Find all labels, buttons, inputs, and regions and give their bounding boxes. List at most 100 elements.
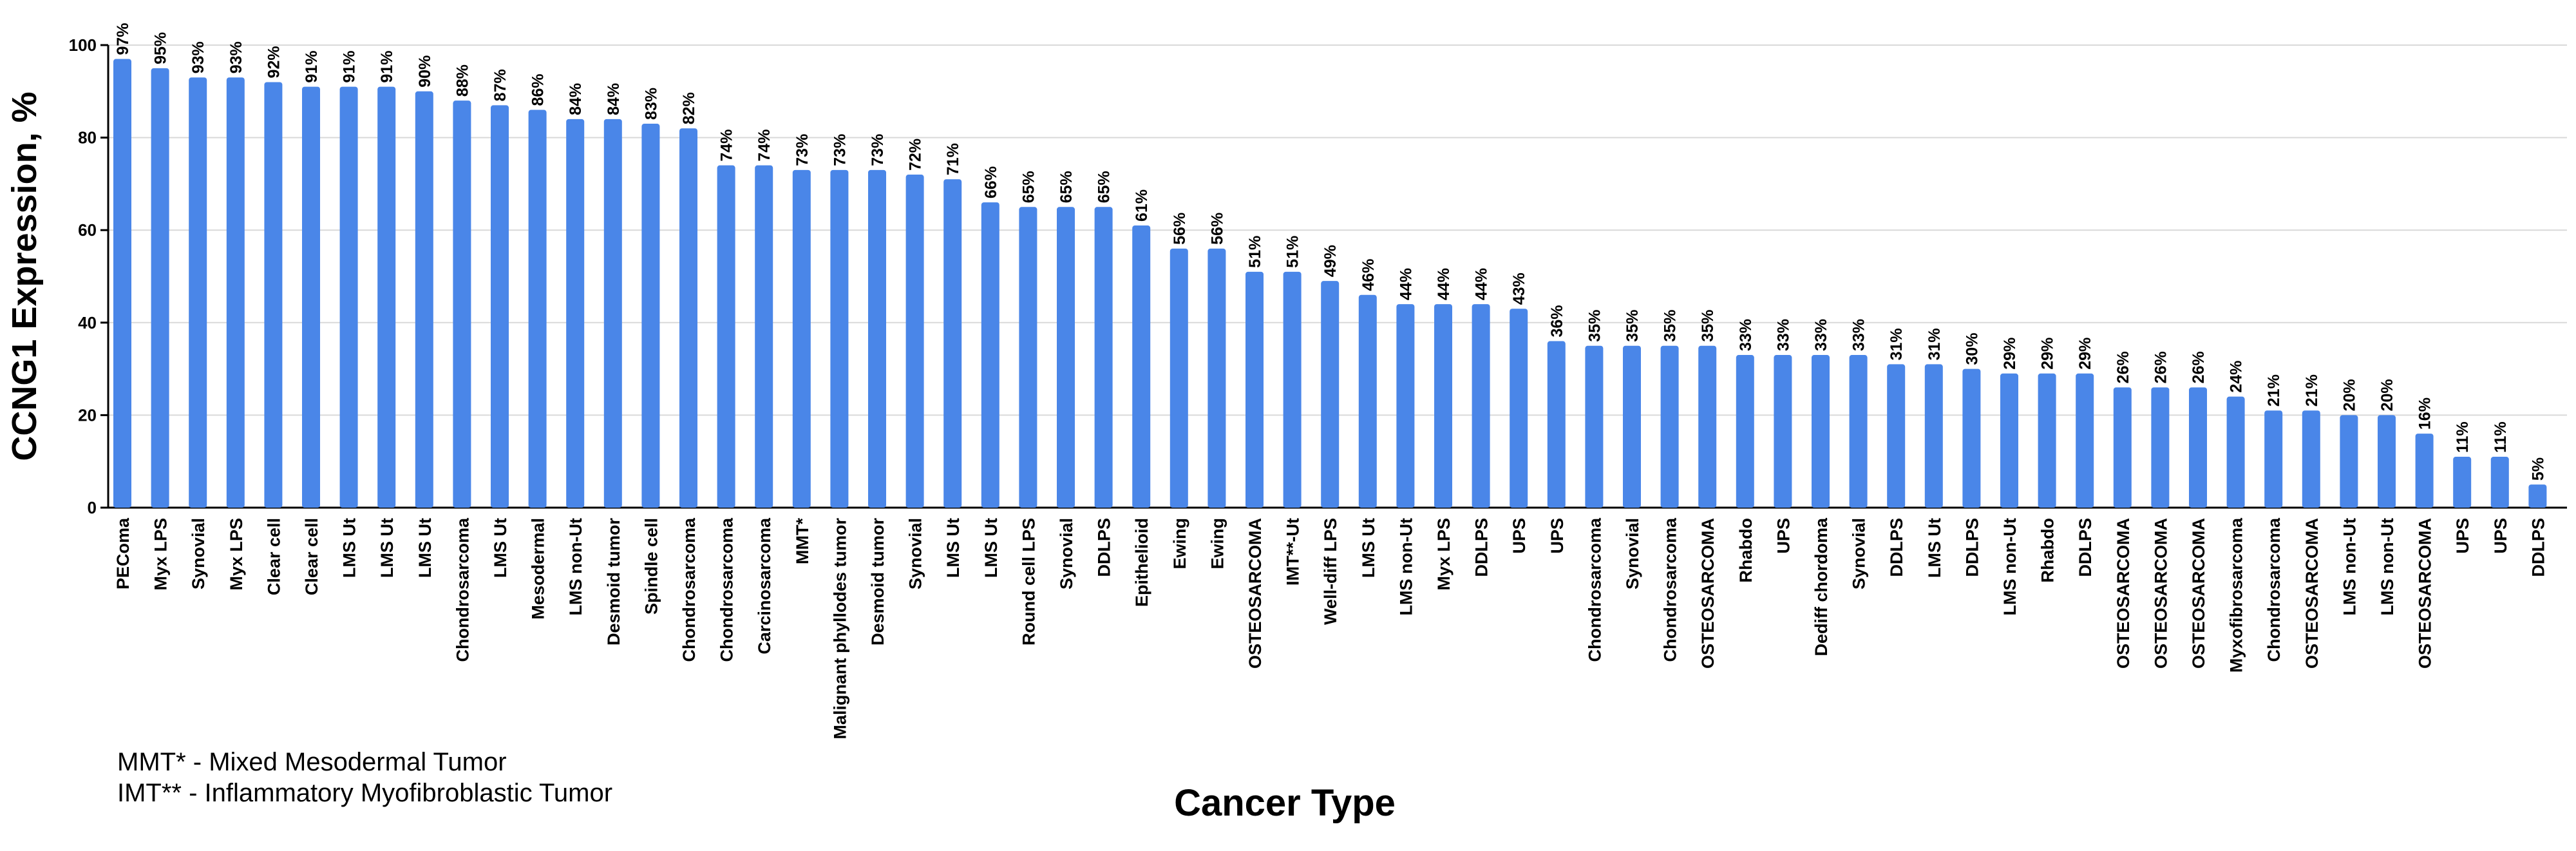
bar (2302, 410, 2320, 508)
data-label: 33% (1812, 319, 1830, 351)
data-label: 83% (642, 88, 660, 120)
bar (679, 128, 697, 508)
x-tick-label: Clear cell (264, 518, 283, 595)
data-label: 90% (416, 55, 434, 88)
bar (1887, 364, 1906, 508)
x-tick-label: Rhabdo (1736, 518, 1756, 583)
data-label: 86% (529, 73, 547, 106)
data-label: 44% (1397, 268, 1415, 300)
bar (377, 86, 396, 508)
x-tick-label: UPS (2491, 518, 2510, 554)
data-label: 73% (793, 134, 811, 166)
x-tick-label: Desmoid tumor (868, 518, 887, 646)
x-tick-label: DDLPS (2528, 518, 2548, 577)
data-labels: 97% 95% 93% 93% 92% 91% 91% 91% 90% 88% 87% 86% 84% 8… (114, 23, 2547, 481)
x-tick-label: OSTEOSARCOMA (2151, 518, 2170, 669)
data-label: 11% (2454, 421, 2472, 453)
bar (2076, 373, 2094, 508)
bar (2113, 387, 2132, 508)
x-tick-label: Desmoid tumor (604, 518, 623, 646)
data-label: 33% (1774, 319, 1792, 351)
x-tick-label: UPS (1774, 518, 1793, 554)
bar (1812, 355, 1830, 508)
y-tick-label: 100 (69, 35, 97, 55)
bar (1547, 341, 1566, 508)
x-tick-label: Chondrosarcoma (679, 517, 699, 662)
data-label: 87% (491, 69, 509, 101)
x-tick-label: Myx LPS (1434, 518, 1454, 591)
footnote-imt: IMT** - Inflammatory Myofibroblastic Tum… (117, 779, 612, 807)
data-label: 56% (1171, 213, 1189, 245)
bar (717, 165, 735, 508)
x-tick-label: Epithelioid (1132, 518, 1151, 607)
data-label: 35% (1624, 310, 1642, 342)
x-tick-label: LMS non-Ut (566, 518, 585, 615)
data-label: 24% (2228, 361, 2246, 393)
x-tick-label: MMT* (793, 518, 812, 564)
data-label: 33% (1850, 319, 1868, 351)
x-tick-label: DDLPS (1472, 518, 1492, 577)
data-label: 30% (1963, 333, 1981, 365)
x-tick-label: LMS Ut (340, 518, 359, 578)
data-label: 29% (2001, 338, 2019, 370)
bar (2490, 457, 2509, 508)
x-tick-label: PEComa (113, 517, 133, 589)
x-tick-labels: PEComa Myx LPS Synovial Myx LPS Clear cell Cl… (113, 517, 2548, 739)
bar (453, 100, 471, 508)
x-tick-label: Clear cell (302, 518, 321, 595)
data-label: 29% (2039, 338, 2057, 370)
bar (302, 86, 320, 508)
bar (1660, 345, 1679, 508)
bar (1245, 271, 1264, 508)
y-tick-label: 60 (78, 220, 97, 240)
x-tick-label: Myxofibrosarcoma (2227, 517, 2246, 673)
data-label: 44% (1435, 268, 1453, 300)
y-tick-label: 40 (78, 313, 97, 332)
data-label: 51% (1284, 236, 1302, 268)
data-label: 93% (189, 41, 207, 73)
data-label: 74% (718, 129, 736, 162)
data-label: 20% (2340, 379, 2358, 411)
x-tick-label: Ewing (1208, 518, 1227, 569)
y-tick-label: 80 (78, 128, 97, 148)
x-tick-label: UPS (2453, 518, 2472, 554)
x-tick-label: OSTEOSARCOMA (2114, 518, 2133, 669)
bar (226, 77, 245, 508)
x-tick-label: Ewing (1170, 518, 1189, 569)
bar (1321, 281, 1340, 508)
bar (1962, 368, 1981, 508)
data-label: 35% (1662, 310, 1680, 342)
data-label: 95% (152, 32, 170, 64)
y-axis-label: CCNG1 Expression, % (5, 91, 44, 461)
data-label: 61% (1133, 189, 1151, 222)
bar (1170, 248, 1188, 508)
x-tick-label: Synovial (1850, 518, 1869, 589)
bar (528, 110, 547, 508)
bar (1208, 248, 1226, 508)
x-tick-label: LMS Ut (1925, 518, 1944, 578)
x-tick-label: OSTEOSARCOMA (2189, 518, 2208, 669)
x-tick-label: LMS Ut (943, 518, 963, 578)
bar (1396, 304, 1415, 508)
data-label: 16% (2416, 397, 2434, 430)
bar (113, 59, 131, 508)
x-tick-label: Synovial (1057, 518, 1076, 589)
x-tick-label: DDLPS (1095, 518, 1114, 577)
x-tick-label: OSTEOSARCOMA (1245, 518, 1265, 669)
x-tick-label: Carcinosarcoma (755, 517, 774, 655)
x-tick-label: Chondrosarcoma (1661, 517, 1680, 662)
x-tick-label: Synovial (189, 518, 208, 589)
x-tick-label: LMS non-Ut (2378, 518, 2397, 615)
bar (2151, 387, 2170, 508)
bar (943, 179, 962, 508)
bar (2226, 396, 2245, 508)
bar (2378, 415, 2396, 508)
bar (2264, 410, 2283, 508)
bar (2340, 415, 2358, 508)
bar (1924, 364, 1943, 508)
data-label: 11% (2492, 421, 2510, 453)
x-tick-label: LMS non-Ut (1396, 518, 1416, 615)
bar (1623, 345, 1641, 508)
bar (1019, 207, 1037, 508)
bar (2453, 457, 2472, 508)
